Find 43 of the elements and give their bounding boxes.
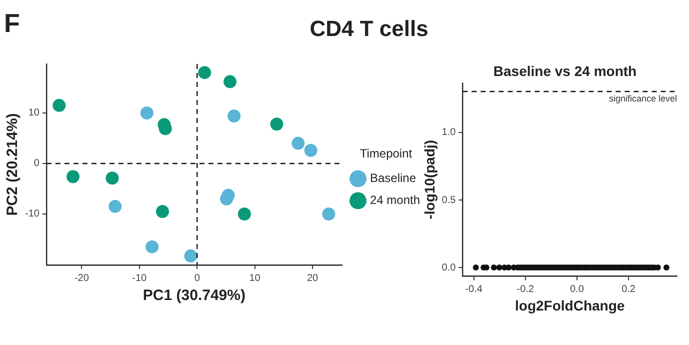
ref-line-label: significance level — [608, 93, 677, 104]
point — [140, 106, 154, 120]
point — [228, 110, 241, 123]
point — [220, 192, 234, 206]
point — [184, 249, 198, 262]
x-tick-label: -0.4 — [465, 284, 483, 295]
x-tick-label: 0 — [194, 272, 200, 284]
y-tick-label: -10 — [25, 208, 40, 220]
point — [322, 207, 336, 220]
legend-label: 24 month — [370, 193, 420, 208]
text: F — [4, 8, 20, 39]
x-tick-label: 10 — [249, 272, 261, 284]
point — [270, 118, 284, 131]
point — [108, 200, 122, 213]
chart-title: CD4 T cells — [310, 16, 428, 42]
legend-label: Baseline — [370, 171, 416, 186]
y-axis-title: -log10(padj) — [421, 140, 438, 220]
x-axis-title: PC1 (30.749%) — [142, 287, 246, 304]
y-tick-label: 10 — [28, 108, 40, 119]
y-tick-label: 0.0 — [442, 262, 456, 274]
x-tick-label: 0.2 — [622, 284, 636, 295]
point — [292, 136, 305, 150]
point — [238, 207, 251, 220]
point — [304, 144, 318, 157]
y-tick-label: 0 — [34, 158, 40, 170]
x-tick-label: -20 — [74, 272, 90, 284]
x-tick-label: -0.2 — [516, 284, 534, 295]
point — [106, 172, 119, 185]
point — [223, 75, 236, 88]
point — [52, 98, 66, 112]
point — [156, 204, 169, 218]
point — [66, 170, 80, 184]
x-tick-label: -10 — [132, 272, 148, 284]
x-axis-title: log2FoldChange — [515, 297, 625, 314]
x-tick-label: 20 — [306, 272, 319, 284]
point — [198, 66, 212, 80]
x-tick-label: 0.0 — [570, 284, 584, 295]
y-tick-label: 1.0 — [442, 127, 456, 138]
y-tick-label: 0.5 — [442, 194, 456, 206]
legend-title: Timepoint — [360, 146, 413, 161]
point — [146, 240, 159, 254]
y-axis-title: PC2 (20.214%) — [4, 113, 22, 216]
chart-title: Baseline vs 24 month — [493, 63, 637, 79]
